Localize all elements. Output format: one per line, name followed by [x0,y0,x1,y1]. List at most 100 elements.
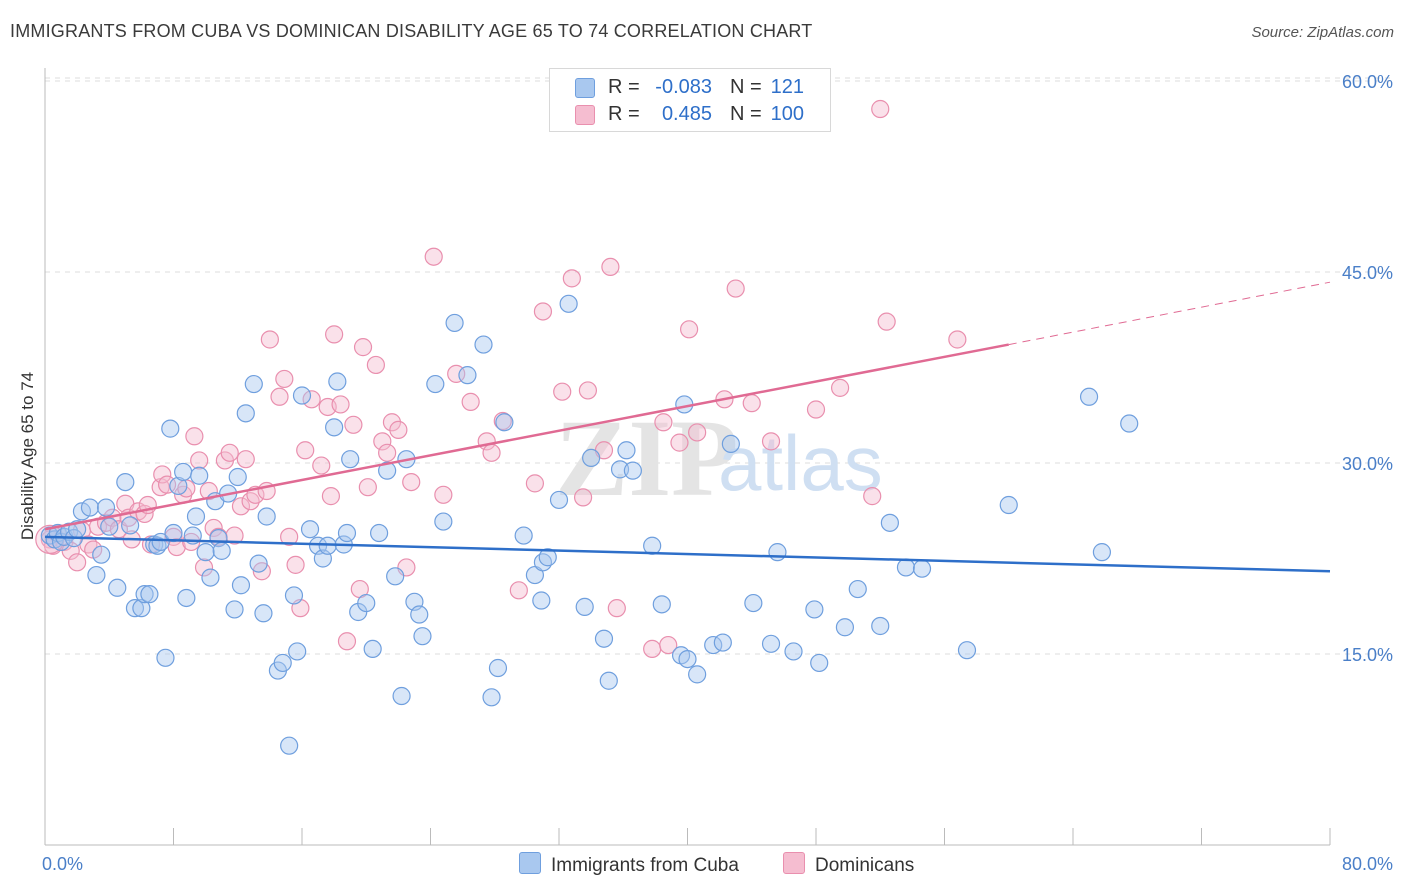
point-cuba [236,404,255,423]
series-dominicans-points [35,99,967,659]
point-dominicans [270,387,289,406]
y-tick-label: 15.0% [1342,645,1393,665]
point-dominicans [344,415,363,434]
legend-n-value-cuba: 121 [770,76,804,98]
point-cuba [96,498,116,517]
point-dominicans [204,518,223,538]
point-cuba [257,507,276,526]
point-cuba [337,523,357,543]
point-cuba [280,736,299,755]
point-cuba [244,374,263,394]
point-cuba [341,450,360,469]
point-cuba [92,545,111,564]
point-cuba [623,461,642,480]
point-dominicans [863,487,882,506]
point-cuba [896,558,916,577]
watermark-atlas: atlas [718,419,883,507]
point-cuba [196,543,215,562]
chart-source: Source: ZipAtlas.com [1251,24,1394,41]
point-cuba [514,526,533,545]
point-cuba [190,466,209,485]
point-cuba [370,523,389,543]
point-dominicans [643,639,662,659]
point-cuba [410,605,429,624]
point-cuba [678,649,697,669]
point-cuba [617,441,636,460]
point-cuba [231,576,251,595]
point-cuba [582,448,601,468]
point-dominicans [167,537,186,557]
point-cuba [713,633,732,652]
point-dominicans [337,632,357,651]
point-dominicans [366,355,385,375]
point-dominicans [402,473,421,492]
point-dominicans [680,320,699,339]
point-dominicans [325,325,344,344]
point-cuba [87,565,106,585]
trend-line-dominicans [44,343,1009,531]
watermark-zip: ZIP [555,397,738,519]
point-cuba [100,517,119,536]
point-cuba [135,585,154,604]
point-cuba [328,372,347,391]
point-dominicans [482,443,501,462]
point-cuba [413,627,432,646]
point-dominicans [830,378,850,397]
point-cuba [212,541,231,560]
point-cuba [363,639,382,659]
point-dominicans [424,247,443,266]
legend-row-cuba: R = -0.083 N = 121 [550,73,830,101]
tick-labels: 15.0% 30.0% 45.0% 60.0% 0.0% 80.0% [42,72,1393,874]
point-dominicans [358,478,377,497]
point-dominicans [312,456,331,475]
point-cuba [156,648,175,667]
point-dominicans [654,413,673,432]
point-dominicans [688,423,707,442]
point-dominicans [389,420,408,439]
axes [44,68,1331,846]
point-dominicans [742,394,761,413]
point-cuba [848,579,867,599]
point-cuba [871,616,890,636]
point-dominicans [871,99,890,119]
point-cuba [805,600,824,619]
point-cuba [177,588,196,608]
point-cuba [458,366,477,385]
legend-r-value-dominicans: 0.485 [661,103,712,125]
legend-r-label: R = [608,103,640,125]
point-dominicans [948,330,967,349]
y-tick-label: 60.0% [1342,72,1393,92]
point-cuba [761,634,781,653]
point-cuba [151,532,170,552]
point-cuba [880,513,899,532]
y-axis-label: Disability Age 65 to 74 [18,371,37,541]
point-cuba [488,658,508,678]
point-dominicans [199,481,218,501]
point-cuba [186,507,206,526]
point-dominicans [220,443,239,462]
bottom-legend-dominicans: Dominicans [783,852,914,877]
point-cuba [325,418,344,437]
point-dominicans [302,390,321,409]
bottom-legend-label-cuba: Immigrants from Cuba [551,855,739,876]
point-cuba [768,543,787,562]
point-dominicans [382,413,402,432]
point-dominicans [236,450,255,469]
point-dominicans [578,381,598,400]
point-dominicans [806,400,826,419]
point-cuba [161,419,180,438]
point-cuba [288,642,307,661]
point-cuba [300,520,320,539]
point-dominicans [68,553,87,572]
point-cuba [201,568,220,587]
point-cuba [999,495,1018,515]
point-cuba [228,467,247,487]
point-dominicans [378,443,397,462]
series-cuba-points [40,294,1139,755]
point-cuba [386,567,405,586]
legend-n-label: N = [730,103,762,125]
point-dominicans [280,527,299,546]
point-dominicans [434,485,453,504]
point-cuba [254,604,273,623]
legend-r-label: R = [608,76,640,98]
